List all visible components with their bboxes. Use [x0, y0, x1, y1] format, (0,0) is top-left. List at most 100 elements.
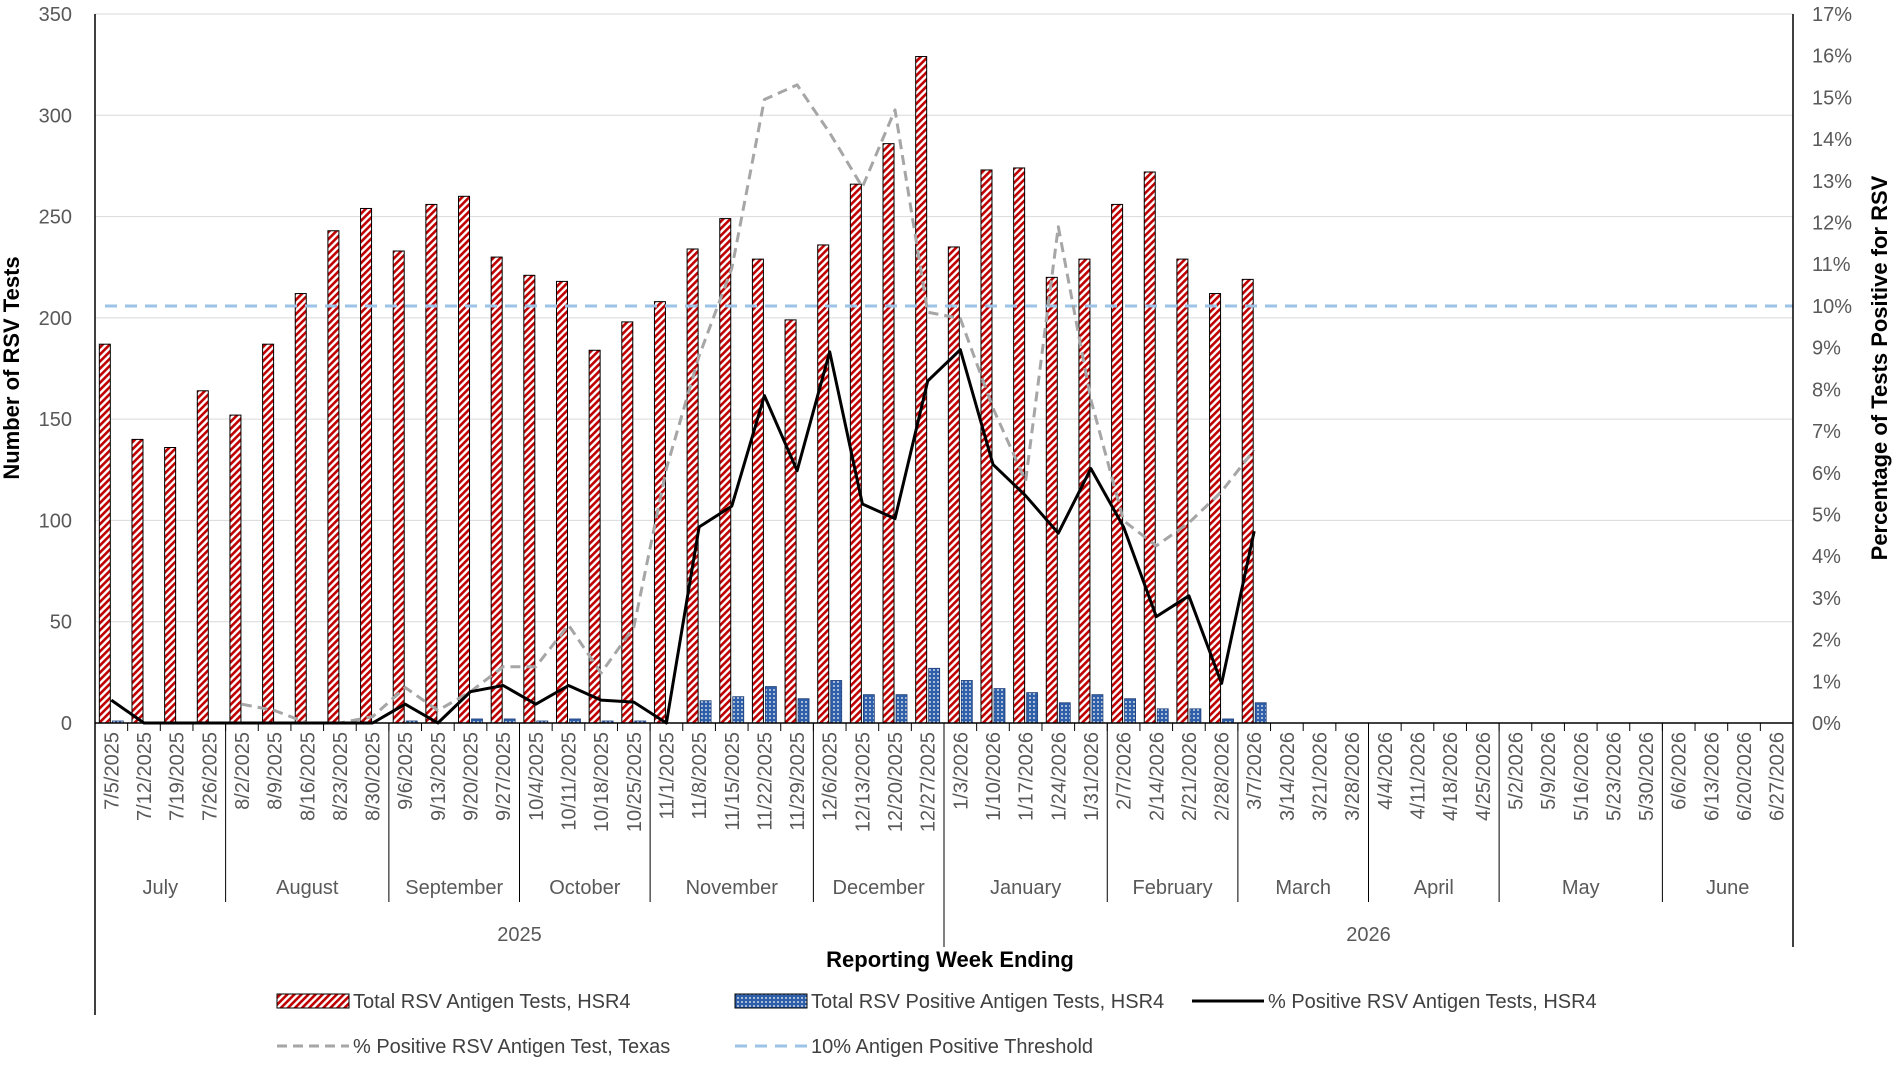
- y-tick-label-right: 3%: [1812, 588, 1841, 610]
- bar-positive-tests: [1026, 692, 1039, 724]
- bar-total-tests: [1143, 171, 1156, 724]
- axes-layer: [94, 14, 1794, 1015]
- month-labels: July August September October November Decemb…: [143, 723, 1749, 902]
- x-tick-label: 5/30/2026: [1636, 732, 1658, 821]
- month-label: December: [833, 877, 926, 899]
- month-label: August: [276, 877, 339, 899]
- bar-positive-tests: [960, 680, 973, 724]
- x-tick-label: 7/26/2025: [199, 732, 221, 821]
- y-tick-label-left: 250: [39, 207, 72, 229]
- y-tick-label-right: 17%: [1812, 4, 1852, 26]
- legend-label: 10% Antigen Positive Threshold: [811, 1036, 1093, 1058]
- y-tick-label-right: 12%: [1812, 213, 1852, 235]
- x-tick-label: 8/30/2025: [363, 732, 385, 821]
- bar-total-tests: [1241, 278, 1254, 724]
- bar-total-tests: [164, 447, 177, 724]
- left-y-tick-labels: 0 50 100 150 200 250 300 350: [39, 4, 72, 735]
- bar-total-tests: [621, 321, 634, 724]
- bar-positive-tests: [1189, 708, 1202, 724]
- x-tick-label: 3/7/2026: [1244, 732, 1266, 810]
- y-tick-label-left: 0: [61, 713, 72, 735]
- right-y-tick-labels: 0% 1% 2% 3% 4% 5% 6% 7% 8% 9% 10% 11% 12% 13% 14% 15% 16…: [1812, 4, 1852, 735]
- x-tick-label: 1/17/2026: [1016, 732, 1038, 821]
- bar-positive-tests: [862, 694, 875, 724]
- y-axis-title-left: Number of RSV Tests: [0, 256, 24, 479]
- bar-total-tests: [490, 256, 503, 724]
- legend-label: % Positive RSV Antigen Test, Texas: [353, 1036, 670, 1058]
- x-tick-label: 6/27/2026: [1767, 732, 1789, 821]
- bar-total-tests: [98, 343, 111, 724]
- x-tick-label: 12/13/2025: [852, 732, 874, 832]
- x-tick-label: 11/15/2025: [722, 732, 744, 831]
- x-tick-label: 2/28/2026: [1212, 732, 1234, 821]
- x-tick-label: 4/18/2026: [1440, 732, 1462, 821]
- bar-positive-tests: [797, 698, 810, 724]
- legend-item: Total RSV Antigen Tests, HSR4: [276, 991, 631, 1013]
- x-tick-label: 5/16/2026: [1571, 732, 1593, 821]
- y-tick-label-right: 11%: [1812, 254, 1851, 276]
- y-tick-label-left: 100: [39, 510, 72, 532]
- x-tick-label: 4/4/2026: [1375, 732, 1397, 810]
- legend-label: Total RSV Positive Antigen Tests, HSR4: [811, 991, 1164, 1013]
- x-tick-label: 1/24/2026: [1048, 732, 1070, 821]
- x-tick-label: 12/6/2025: [820, 732, 842, 821]
- y-tick-label-left: 300: [39, 105, 72, 127]
- y-tick-label-right: 15%: [1812, 87, 1852, 109]
- month-label: February: [1133, 877, 1213, 899]
- y-tick-label-right: 13%: [1812, 171, 1852, 193]
- bar-positive-tests: [830, 680, 843, 724]
- x-tick-label: 8/9/2025: [265, 732, 287, 810]
- bar-positive-tests: [928, 667, 941, 724]
- x-axis-title: Reporting Week Ending: [826, 947, 1074, 972]
- x-tick-label: 6/13/2026: [1701, 732, 1723, 821]
- bar-total-tests: [784, 319, 797, 724]
- y-tick-label-right: 0%: [1812, 713, 1841, 735]
- month-label: March: [1275, 877, 1331, 899]
- x-tick-label: 11/29/2025: [787, 732, 809, 831]
- x-tick-label: 1/31/2026: [1081, 732, 1103, 821]
- y-axis-title-right: Percentage of Tests Positive for RSV: [1867, 175, 1892, 560]
- x-tick-label: 4/11/2026: [1407, 732, 1429, 820]
- bar-total-tests: [686, 248, 699, 724]
- month-label: November: [686, 877, 779, 899]
- legend: Total RSV Antigen Tests, HSR4 Total RSV P…: [276, 991, 1597, 1058]
- y-tick-label-left: 200: [39, 308, 72, 330]
- year-label: 2025: [497, 924, 542, 946]
- x-tick-label: 3/28/2026: [1342, 732, 1364, 821]
- y-tick-label-right: 7%: [1812, 421, 1841, 443]
- x-tick-label: 9/13/2025: [428, 732, 450, 821]
- x-tick-label: 12/20/2025: [885, 732, 907, 832]
- bar-positive-tests: [993, 688, 1006, 724]
- y-tick-label-left: 150: [39, 409, 72, 431]
- bar-total-tests: [1013, 167, 1026, 724]
- bar-total-tests: [294, 293, 307, 724]
- x-tick-label: 12/27/2025: [918, 732, 940, 832]
- month-label: April: [1414, 877, 1454, 899]
- x-tick-label: 6/6/2026: [1669, 732, 1691, 810]
- bar-positive-tests: [1254, 702, 1267, 724]
- legend-item: % Positive RSV Antigen Tests, HSR4: [1192, 991, 1597, 1013]
- month-label: September: [405, 877, 503, 899]
- y-tick-label-right: 16%: [1812, 46, 1852, 68]
- legend-swatch-bar: [734, 993, 808, 1009]
- legend-label: % Positive RSV Antigen Tests, HSR4: [1268, 991, 1597, 1013]
- bar-total-tests: [555, 280, 568, 724]
- y-tick-label-right: 9%: [1812, 338, 1841, 360]
- bar-positive-tests: [895, 694, 908, 724]
- bar-total-tests: [882, 143, 895, 724]
- x-tick-label: 9/20/2025: [461, 732, 483, 821]
- x-tick-label: 10/11/2025: [558, 732, 580, 831]
- x-tick-label: 7/12/2025: [134, 732, 156, 821]
- x-tick-label: 7/19/2025: [167, 732, 189, 821]
- year-label: 2026: [1346, 924, 1391, 946]
- x-tick-label: 3/21/2026: [1310, 732, 1332, 821]
- y-tick-label-right: 8%: [1812, 379, 1841, 401]
- bar-total-tests: [360, 207, 373, 724]
- x-tick-label: 8/16/2025: [297, 732, 319, 821]
- x-tick-label: 9/6/2025: [395, 732, 417, 810]
- x-tick-label: 6/20/2026: [1734, 732, 1756, 821]
- y-tick-label-right: 10%: [1812, 296, 1852, 318]
- bar-total-tests: [458, 195, 471, 724]
- x-tick-label: 11/1/2025: [656, 732, 678, 820]
- x-tick-label: 1/3/2026: [950, 732, 972, 810]
